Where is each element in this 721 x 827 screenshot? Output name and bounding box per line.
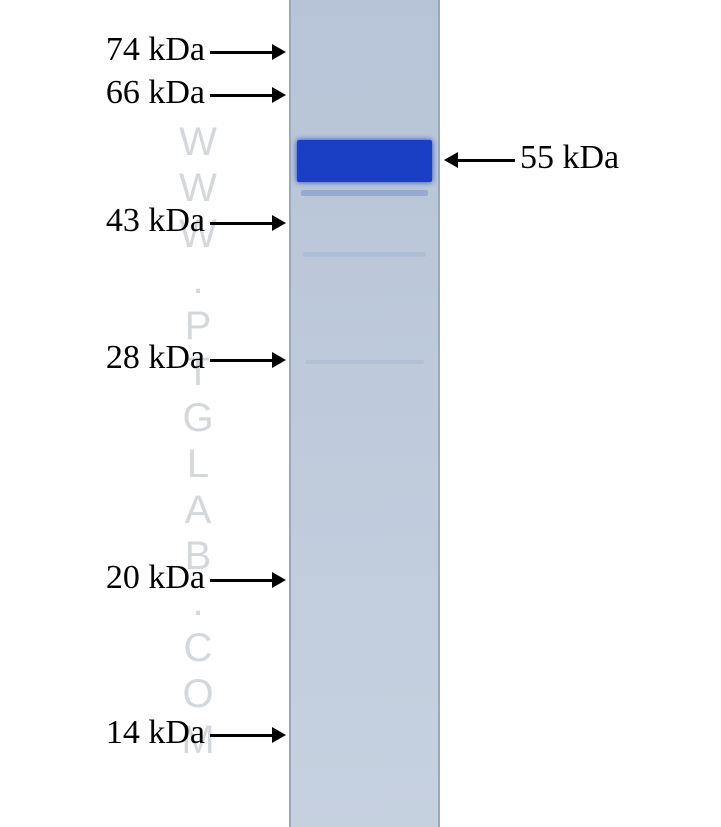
arrow-right-icon xyxy=(272,44,286,60)
arrow-shaft xyxy=(210,734,272,737)
arrow-right-icon xyxy=(272,352,286,368)
arrow-right-icon xyxy=(272,572,286,588)
arrow-right-icon xyxy=(272,727,286,743)
protein-faint-band xyxy=(303,252,426,257)
arrow-shaft xyxy=(210,51,272,54)
arrow-shaft xyxy=(458,159,515,162)
mw-marker-label: 20 kDa xyxy=(106,559,205,597)
arrow-right-icon xyxy=(272,215,286,231)
arrow-left-icon xyxy=(444,152,458,168)
arrow-right-icon xyxy=(272,87,286,103)
protein-faint-band xyxy=(305,360,424,364)
mw-marker-label: 74 kDa xyxy=(106,31,205,69)
result-band-label: 55 kDa xyxy=(520,139,619,177)
mw-marker-label: 14 kDa xyxy=(106,714,205,752)
mw-marker-label: 66 kDa xyxy=(106,74,205,112)
protein-main-band xyxy=(297,140,432,182)
mw-marker-label: 43 kDa xyxy=(106,202,205,240)
mw-marker-label: 28 kDa xyxy=(106,339,205,377)
arrow-shaft xyxy=(210,579,272,582)
arrow-shaft xyxy=(210,222,272,225)
gel-lane-border-left xyxy=(289,0,291,827)
arrow-shaft xyxy=(210,359,272,362)
protein-faint-band xyxy=(301,190,428,196)
gel-lane-border-right xyxy=(438,0,440,827)
gel-lane xyxy=(291,0,438,827)
gel-image-canvas: WWW.PTGLAB.COM 74 kDa66 kDa43 kDa28 kDa2… xyxy=(0,0,721,827)
arrow-shaft xyxy=(210,94,272,97)
